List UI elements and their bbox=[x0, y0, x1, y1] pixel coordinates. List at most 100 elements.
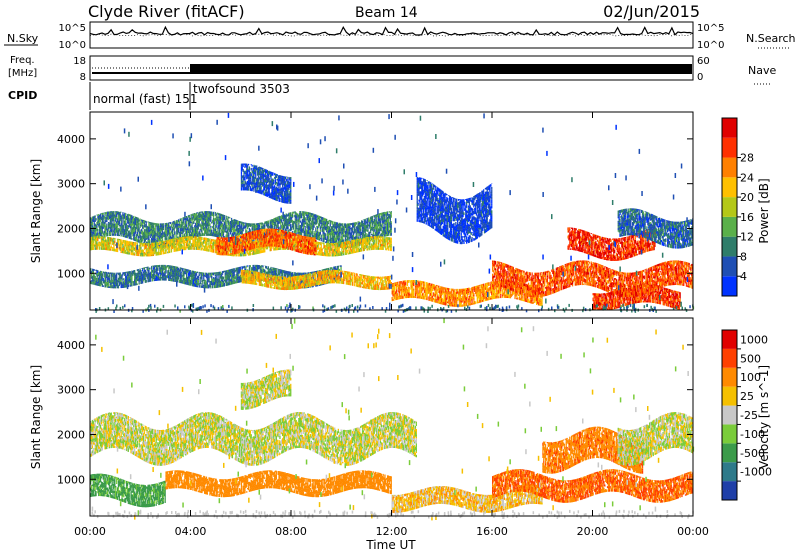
power-cell bbox=[125, 220, 126, 223]
power-cell bbox=[163, 224, 164, 225]
power-cell bbox=[99, 223, 100, 225]
power-cell bbox=[131, 215, 132, 216]
power-panel: 1000200030004000 Slant Range [km] bbox=[29, 112, 694, 313]
power-cell bbox=[189, 215, 190, 216]
nsky-label: N.Sky bbox=[7, 32, 39, 45]
power-cell bbox=[202, 211, 203, 212]
power-cell bbox=[121, 219, 122, 223]
power-cell bbox=[189, 216, 190, 218]
power-cell bbox=[127, 237, 128, 239]
power-cell bbox=[213, 214, 214, 216]
power-cell bbox=[226, 227, 227, 228]
power-cell bbox=[210, 226, 211, 228]
cpid-segment-2: twofsound 3503 bbox=[193, 82, 290, 96]
power-cell bbox=[131, 238, 132, 240]
power-cell bbox=[181, 218, 182, 220]
cpid-label: CPID bbox=[8, 89, 37, 102]
power-cell bbox=[155, 228, 156, 231]
power-cell bbox=[211, 212, 212, 213]
power-cell bbox=[141, 219, 142, 220]
power-cell bbox=[216, 225, 217, 228]
power-cell bbox=[219, 229, 220, 233]
power-cell bbox=[150, 236, 151, 238]
power-cell bbox=[115, 234, 116, 236]
power-cell bbox=[193, 223, 194, 225]
freq-unit-label: [MHz] bbox=[8, 68, 37, 79]
power-cell bbox=[102, 229, 103, 231]
power-cell bbox=[106, 225, 107, 229]
power-cell bbox=[97, 229, 98, 232]
power-cell bbox=[180, 234, 181, 238]
power-cell bbox=[231, 218, 232, 220]
power-cell bbox=[208, 226, 209, 228]
power-cell bbox=[217, 231, 218, 232]
power-cell bbox=[186, 224, 187, 227]
power-cell bbox=[174, 231, 175, 234]
power-cell bbox=[104, 223, 105, 225]
rti-plot-svg: Clyde River (fitACF) Beam 14 02/Jun/2015… bbox=[0, 0, 800, 554]
power-cell bbox=[173, 225, 174, 227]
power-cell bbox=[214, 222, 215, 225]
power-cell bbox=[178, 228, 179, 230]
power-cell bbox=[204, 234, 205, 236]
power-cell bbox=[228, 233, 229, 237]
power-cell bbox=[193, 221, 194, 222]
power-cell bbox=[198, 226, 199, 229]
power-cell bbox=[138, 218, 139, 219]
beam-label: Beam 14 bbox=[355, 5, 418, 21]
power-cell bbox=[95, 218, 96, 221]
freq-panel: Freq. [MHz] 18 8 60 0 Nave bbox=[8, 55, 776, 84]
power-cell bbox=[170, 222, 171, 224]
power-cell bbox=[107, 232, 108, 236]
nsky-trace bbox=[90, 27, 693, 35]
power-cell bbox=[120, 213, 121, 216]
power-cell bbox=[119, 235, 120, 236]
power-cell bbox=[117, 225, 118, 227]
power-cell bbox=[123, 225, 124, 229]
noise-tick-right-bottom: 10^0 bbox=[697, 40, 724, 51]
power-cell bbox=[139, 228, 140, 232]
station-title: Clyde River (fitACF) bbox=[88, 2, 245, 21]
power-cell bbox=[213, 225, 214, 227]
power-cell bbox=[243, 229, 244, 231]
power-cell bbox=[118, 211, 119, 212]
power-cell bbox=[229, 217, 230, 218]
power-cell bbox=[192, 220, 193, 222]
power-cell bbox=[213, 212, 214, 215]
power-cell bbox=[201, 229, 202, 230]
power-cell bbox=[106, 224, 107, 225]
power-cell bbox=[213, 216, 214, 218]
power-cell bbox=[254, 223, 255, 224]
power-cell bbox=[137, 232, 138, 235]
power-cell bbox=[162, 230, 163, 232]
noise-tick-left-top: 10^5 bbox=[59, 23, 86, 34]
power-cell bbox=[226, 225, 227, 227]
power-cell bbox=[166, 223, 167, 224]
power-cell bbox=[179, 221, 180, 224]
power-cell bbox=[133, 216, 134, 217]
rti-figure: Clyde River (fitACF) Beam 14 02/Jun/2015… bbox=[0, 0, 800, 554]
power-cell bbox=[225, 219, 226, 221]
power-cell bbox=[96, 226, 97, 228]
nsearch-label: N.Search bbox=[746, 32, 796, 45]
power-cell bbox=[224, 215, 225, 216]
power-cell bbox=[103, 213, 104, 215]
power-cell bbox=[209, 223, 210, 226]
power-cell bbox=[226, 221, 227, 225]
power-cell bbox=[174, 235, 175, 239]
power-cell bbox=[95, 231, 96, 233]
power-cell bbox=[220, 228, 221, 229]
power-data-layer bbox=[90, 113, 694, 313]
power-cell bbox=[110, 235, 111, 236]
freq-tick-bottom: 8 bbox=[80, 72, 86, 83]
nave-label: Nave bbox=[748, 64, 776, 77]
power-cell bbox=[163, 226, 164, 229]
noise-tick-left-bottom: 10^0 bbox=[59, 40, 86, 51]
cpid-segment-1: normal (fast) 151 bbox=[93, 92, 197, 106]
power-cell bbox=[146, 222, 147, 224]
nave-tick-bottom: 0 bbox=[697, 72, 703, 83]
power-cell bbox=[121, 212, 122, 213]
power-cell bbox=[149, 239, 150, 241]
power-cell bbox=[146, 221, 147, 222]
power-cell bbox=[177, 233, 178, 235]
